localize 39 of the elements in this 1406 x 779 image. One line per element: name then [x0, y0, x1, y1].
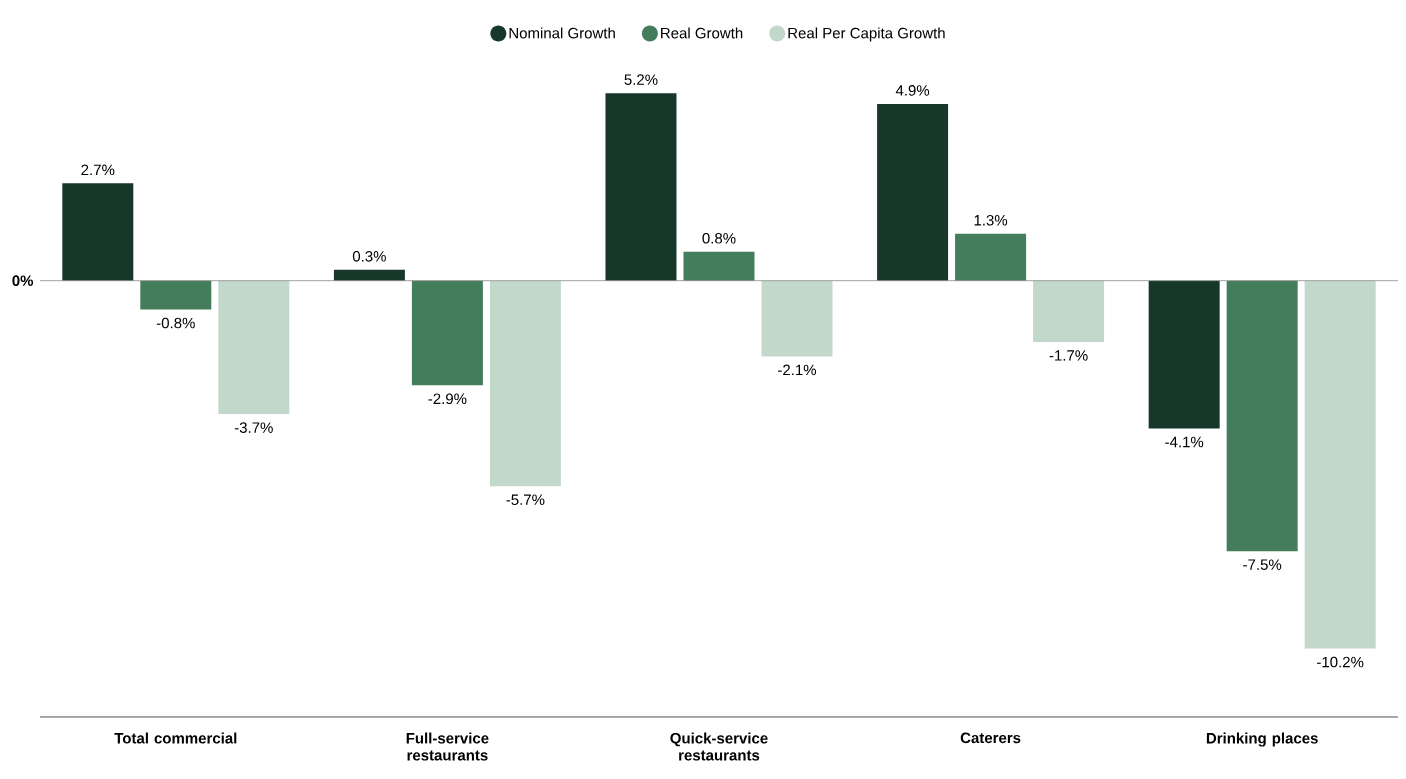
bar: [1033, 280, 1105, 342]
data-label: -1.7%: [1049, 350, 1088, 361]
legend-label: Nominal Growth: [509, 27, 615, 39]
legend-label: Real Per Capita Growth: [788, 27, 945, 42]
data-label: -0.8%: [156, 317, 195, 329]
data-label: 1.3%: [974, 214, 1008, 226]
data-label: -3.7%: [234, 422, 273, 433]
bar: [333, 269, 405, 281]
bar: [761, 280, 833, 357]
x-tick-label: Caterers: [960, 732, 1021, 744]
data-label: 0.8%: [702, 233, 736, 244]
x-tick-label: Full-service restaurants: [406, 732, 489, 761]
bar: [489, 280, 561, 487]
bar: [218, 280, 290, 415]
bar: [877, 103, 949, 281]
data-label: -4.1%: [1165, 436, 1204, 448]
bar: [62, 183, 134, 281]
bar: [1148, 280, 1220, 429]
data-label: -2.1%: [778, 364, 817, 376]
data-label: 4.9%: [895, 85, 930, 96]
data-label: -5.7%: [506, 494, 545, 506]
bar: [955, 233, 1027, 281]
legend-label: Real Growth: [661, 27, 743, 39]
data-label: -7.5%: [1243, 559, 1282, 570]
data-label: -10.2%: [1317, 656, 1364, 668]
x-tick-label: Total commercial: [114, 732, 237, 744]
bar: [1304, 280, 1376, 649]
data-label: 5.2%: [624, 74, 658, 85]
bar: [605, 93, 677, 281]
data-label: 2.7%: [81, 164, 115, 176]
bar: [140, 280, 212, 310]
bar: [1226, 280, 1298, 552]
bar: [683, 251, 755, 281]
bar: [411, 280, 483, 386]
x-tick-label: Drinking places: [1206, 732, 1318, 747]
data-label: 0.3%: [352, 251, 386, 262]
ref-line-label: 0%: [12, 275, 34, 286]
data-label: -2.9%: [428, 393, 467, 405]
x-tick-label: Quick-service restaurants: [670, 732, 768, 761]
